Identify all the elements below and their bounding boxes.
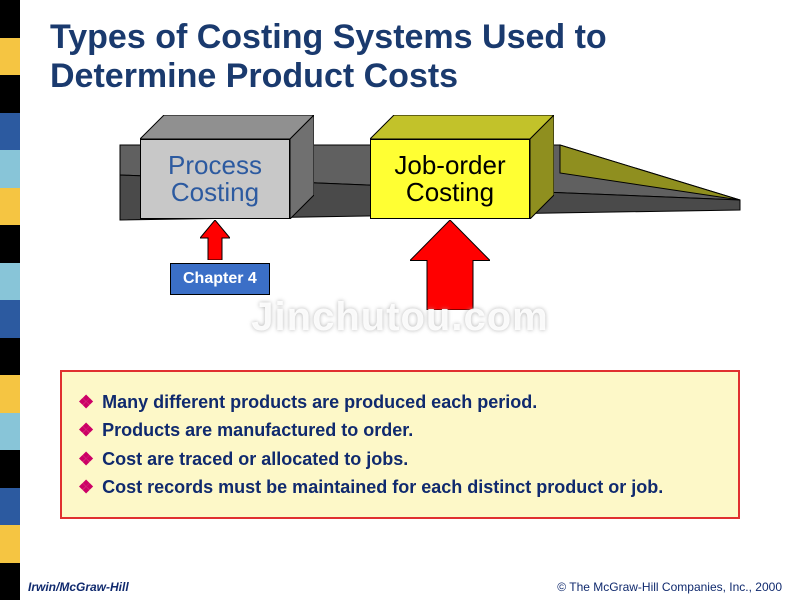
costing-box-1: Job-orderCosting (370, 115, 554, 219)
bullets-box: ❖ Many different products are produced ea… (60, 370, 740, 519)
up-arrow-0 (200, 220, 230, 260)
footer-right: © The McGraw-Hill Companies, Inc., 2000 (557, 580, 782, 594)
bullet-diamond-icon: ❖ (78, 447, 94, 471)
bullet-diamond-icon: ❖ (78, 390, 94, 414)
costing-box-0: ProcessCosting (140, 115, 314, 219)
bullet-diamond-icon: ❖ (78, 418, 94, 442)
bullet-text: Cost are traced or allocated to jobs. (102, 447, 408, 471)
bullet-line: ❖ Cost records must be maintained for eac… (78, 475, 722, 499)
bullet-text: Cost records must be maintained for each… (102, 475, 663, 499)
bullet-text: Products are manufactured to order. (102, 418, 413, 442)
costing-box-label: Job-orderCosting (370, 139, 530, 219)
bullet-text: Many different products are produced eac… (102, 390, 537, 414)
chapter-badge: Chapter 4 (170, 263, 270, 295)
bullet-line: ❖ Cost are traced or allocated to jobs. (78, 447, 722, 471)
up-arrow-1 (410, 220, 490, 310)
chapter-badge-label: Chapter 4 (183, 270, 257, 287)
bullet-diamond-icon: ❖ (78, 475, 94, 499)
slide-title: Types of Costing Systems Used to Determi… (50, 18, 770, 96)
costing-box-label: ProcessCosting (140, 139, 290, 219)
footer-left: Irwin/McGraw-Hill (28, 580, 129, 594)
bullet-line: ❖ Many different products are produced ea… (78, 390, 722, 414)
bullet-line: ❖ Products are manufactured to order. (78, 418, 722, 442)
costing-diagram: ProcessCosting Job-orderCosting Chapter 4 (60, 115, 750, 315)
decorative-left-stripe (0, 0, 20, 600)
